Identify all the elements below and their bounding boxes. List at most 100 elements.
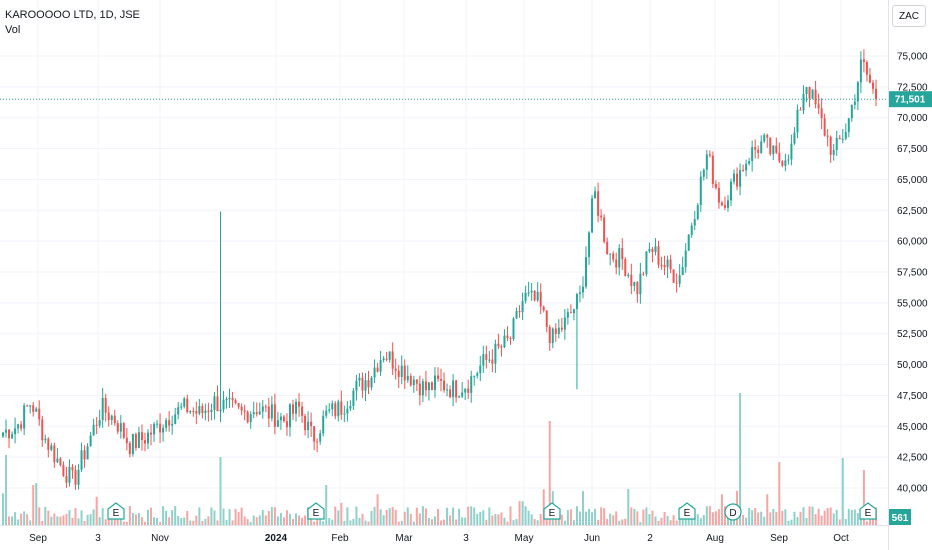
candle-body: [820, 108, 823, 119]
price-axis-label: 65,000: [897, 175, 928, 186]
candle-body: [334, 403, 337, 417]
volume-bar: [612, 515, 615, 525]
volume-bar: [503, 517, 506, 525]
candle-body: [690, 225, 693, 235]
volume-bar: [95, 496, 98, 525]
candle-body: [802, 94, 805, 111]
candle-body: [26, 405, 29, 407]
candle-body: [624, 259, 627, 276]
candle-body: [14, 428, 17, 435]
volume-bar: [325, 485, 328, 525]
candle-body: [509, 338, 512, 340]
earnings-marker-icon[interactable]: [107, 502, 125, 520]
candle-body: [210, 409, 213, 412]
volume-bar: [183, 517, 186, 525]
candle-body: [107, 412, 110, 420]
candle-body: [252, 412, 255, 415]
earnings-marker-icon[interactable]: [859, 502, 877, 520]
volume-bar: [841, 458, 844, 525]
volume-bar: [739, 393, 742, 525]
volume-bar: [705, 506, 708, 525]
candle-body: [298, 401, 301, 407]
candle-body: [162, 427, 165, 433]
candle-body: [838, 137, 841, 140]
candle-body: [397, 370, 400, 377]
volume-bar: [621, 519, 624, 525]
volume-bar: [603, 508, 606, 525]
candle-body: [174, 414, 177, 424]
volume-bar: [766, 494, 769, 525]
dividend-marker-icon[interactable]: [724, 503, 742, 521]
candle-body: [258, 411, 261, 415]
price-axis-label: 60,000: [897, 237, 928, 248]
candle-body: [340, 401, 343, 415]
candle-body: [654, 246, 657, 252]
candle-body: [751, 147, 754, 161]
candle-body: [648, 248, 651, 252]
currency-button[interactable]: ZAC: [892, 5, 926, 27]
volume-bar: [44, 506, 47, 525]
volume-bar: [838, 519, 841, 525]
time-axis-label: Sep: [29, 533, 47, 544]
earnings-marker-icon[interactable]: [307, 502, 325, 520]
volume-bar: [56, 516, 59, 525]
candle-body: [805, 87, 808, 95]
candle-body: [687, 234, 690, 251]
volume-bar: [270, 507, 273, 525]
volume-bar: [793, 511, 796, 525]
candle-body: [817, 104, 820, 109]
volume-bar: [609, 513, 612, 525]
candle-body: [213, 396, 216, 410]
volume-bar: [663, 511, 666, 525]
volume-bar: [146, 509, 149, 525]
candle-body: [125, 437, 128, 444]
volume-bar: [775, 511, 778, 525]
volume-bar: [479, 511, 482, 525]
volume-bar: [237, 512, 240, 525]
candle-body: [875, 88, 877, 100]
volume-bar: [536, 520, 539, 525]
earnings-marker-icon[interactable]: [543, 502, 561, 520]
volume-bar: [174, 505, 177, 525]
volume-bar: [512, 520, 515, 525]
volume-bar: [545, 516, 548, 525]
volume-bar: [760, 511, 763, 525]
volume-bar: [219, 457, 222, 525]
volume-bar: [642, 509, 645, 525]
candle-body: [630, 274, 633, 286]
candle-body: [536, 291, 539, 301]
candle-body: [388, 351, 391, 360]
candle-body: [282, 416, 285, 422]
volume-bar: [83, 520, 86, 525]
candle-body: [494, 343, 497, 364]
volume-bar: [452, 507, 455, 525]
candle-body: [506, 335, 509, 339]
candle-body: [219, 409, 222, 412]
volume-bar: [119, 515, 122, 525]
volume-bar: [524, 506, 527, 525]
candle-body: [455, 380, 458, 398]
volume-bar: [660, 517, 663, 525]
candle-body: [569, 312, 572, 314]
volume-bar: [122, 521, 125, 525]
volume-bar: [162, 506, 165, 525]
earnings-marker-icon[interactable]: [678, 502, 696, 520]
candle-body: [385, 358, 388, 360]
volume-bar: [285, 510, 288, 525]
candle-body: [433, 375, 436, 390]
candle-body: [754, 147, 757, 150]
candle-body: [669, 259, 672, 270]
candle-body: [775, 145, 778, 153]
candle-body: [503, 335, 506, 348]
volume-bar: [92, 509, 95, 525]
volume-bar: [433, 516, 436, 525]
volume-bar: [2, 493, 4, 525]
candle-body: [119, 423, 122, 432]
candle-body: [110, 415, 113, 420]
candle-body: [491, 359, 494, 364]
volume-bar: [337, 510, 340, 525]
volume-bar: [711, 512, 714, 525]
candle-body: [440, 378, 443, 381]
